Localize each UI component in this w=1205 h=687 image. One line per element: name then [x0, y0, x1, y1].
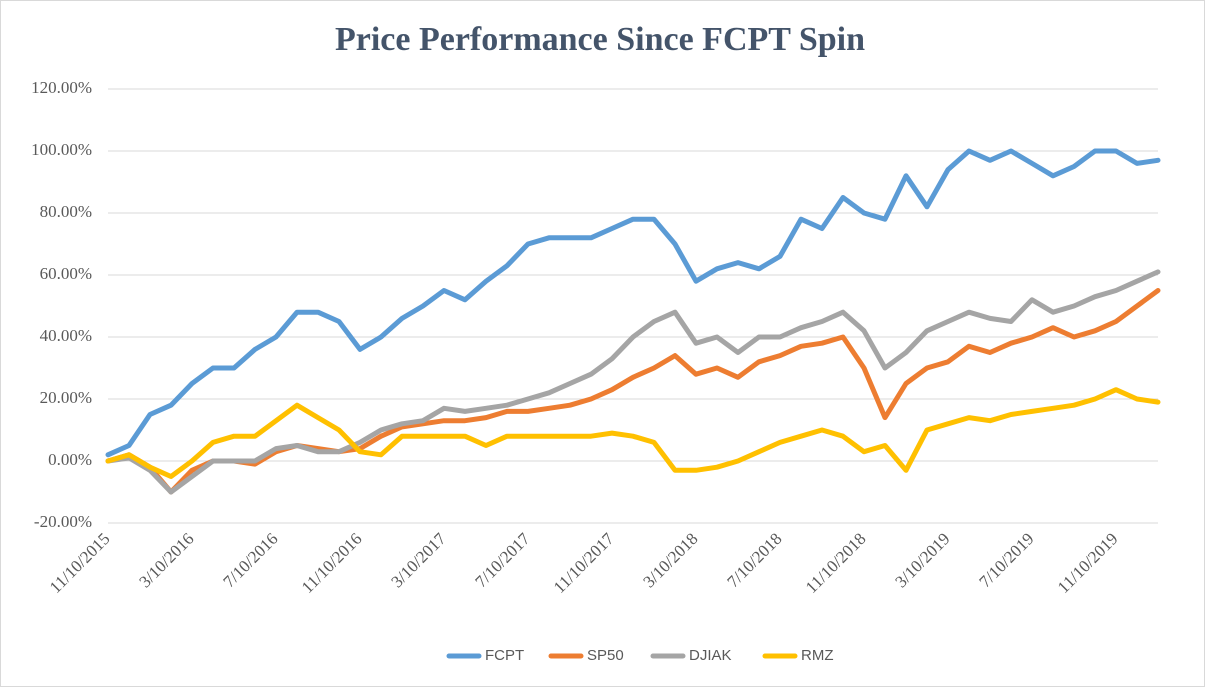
y-tick-label: -20.00%	[34, 512, 92, 531]
y-tick-label: 20.00%	[40, 388, 92, 407]
y-tick-label: 80.00%	[40, 202, 92, 221]
y-tick-label: 100.00%	[31, 140, 92, 159]
y-tick-label: 40.00%	[40, 326, 92, 345]
legend-label: DJIAK	[689, 647, 732, 664]
y-tick-label: 0.00%	[48, 450, 92, 469]
y-tick-label: 60.00%	[40, 264, 92, 283]
chart-title: Price Performance Since FCPT Spin	[335, 21, 865, 58]
legend-label: RMZ	[801, 647, 834, 664]
series-line	[105, 148, 1161, 458]
legend-label: FCPT	[485, 647, 524, 664]
legend-label: SP50	[587, 647, 624, 664]
series-line	[105, 387, 1161, 479]
series-line	[105, 269, 1161, 495]
y-tick-label: 120.00%	[31, 78, 92, 97]
